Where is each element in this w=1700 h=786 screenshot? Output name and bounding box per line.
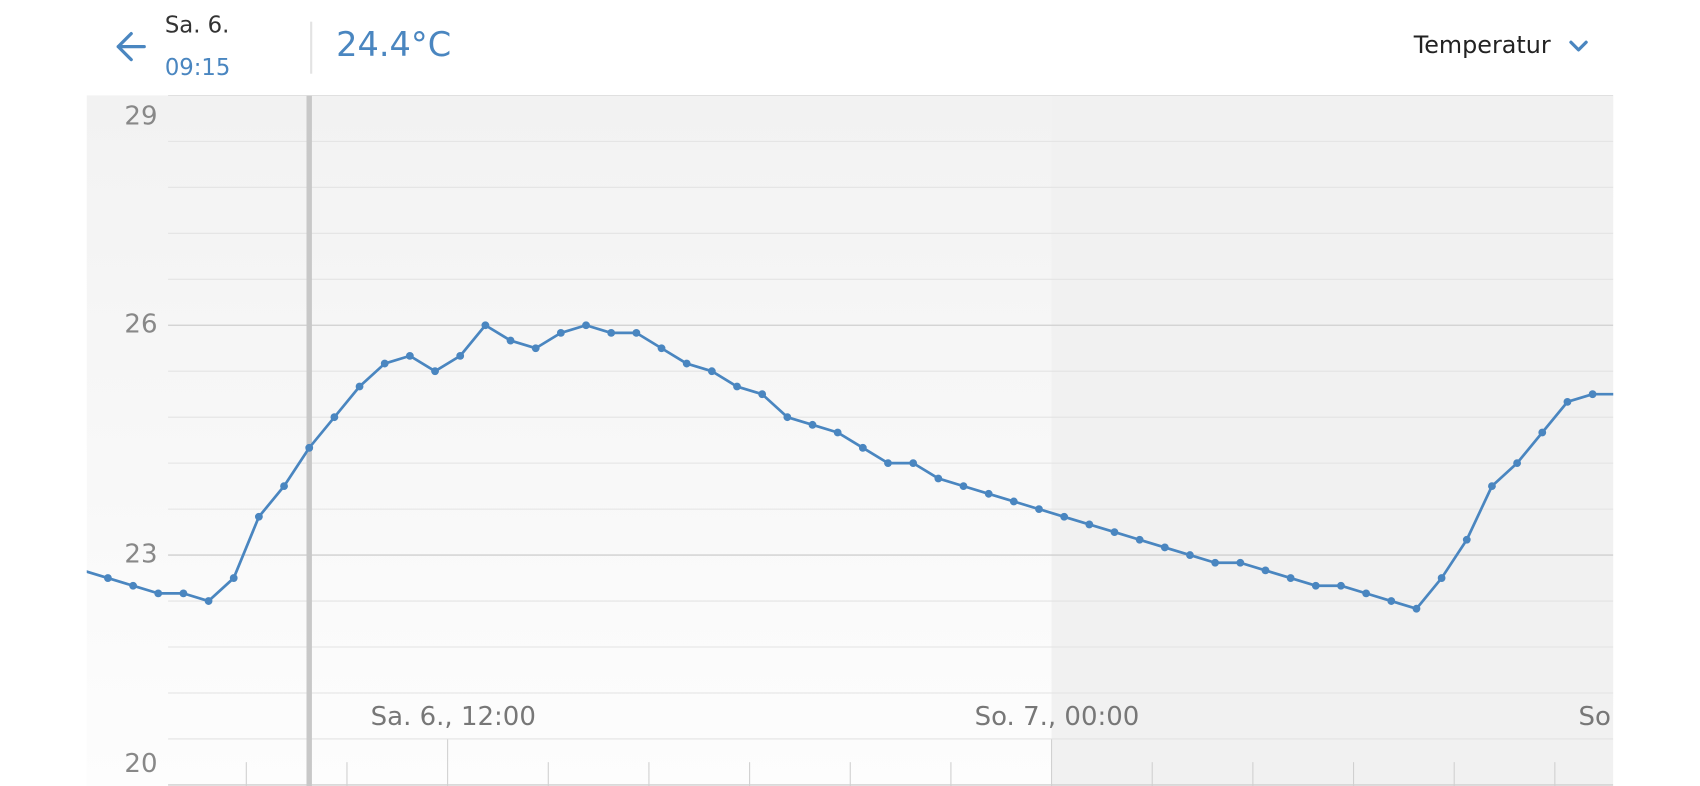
data-point xyxy=(1538,428,1547,437)
data-point xyxy=(959,482,968,491)
data-point xyxy=(305,443,314,452)
data-point xyxy=(632,328,641,337)
data-point xyxy=(607,328,616,337)
metric-selector[interactable]: Temperatur xyxy=(1413,31,1588,59)
night-shade xyxy=(1051,95,1614,786)
data-point xyxy=(1588,390,1597,399)
data-point xyxy=(1513,459,1522,468)
data-point xyxy=(355,382,364,391)
data-point xyxy=(733,382,741,391)
data-point xyxy=(1009,497,1018,506)
data-point xyxy=(657,344,666,353)
data-point xyxy=(79,566,87,574)
time: 09:15 xyxy=(165,55,231,81)
data-point xyxy=(1437,574,1446,582)
data-point xyxy=(1261,566,1270,575)
data-point xyxy=(1462,535,1471,544)
data-point xyxy=(1286,574,1295,582)
data-point xyxy=(783,413,792,422)
x-tick-label: Sa. 6., 12:00 xyxy=(371,702,536,732)
data-point xyxy=(1060,512,1069,521)
data-point xyxy=(254,512,263,521)
chevron xyxy=(1569,40,1588,52)
y-tick-label: 29 xyxy=(124,102,157,132)
data-point xyxy=(582,321,590,330)
data-point xyxy=(104,574,112,582)
data-point xyxy=(1387,597,1396,605)
data-point xyxy=(1160,543,1169,552)
data-point xyxy=(380,359,389,368)
data-point xyxy=(1412,604,1421,613)
data-point xyxy=(431,367,439,376)
data-point xyxy=(556,328,565,337)
data-point xyxy=(707,367,716,376)
data-point xyxy=(682,359,691,368)
back-button[interactable] xyxy=(116,31,146,62)
data-point xyxy=(1186,551,1194,559)
data-point xyxy=(1110,528,1119,536)
x-tick-label: So. 7., 00:00 xyxy=(975,702,1140,732)
data-point xyxy=(531,344,540,353)
y-tick-label: 26 xyxy=(124,310,157,340)
data-point xyxy=(1085,520,1094,529)
data-point xyxy=(1035,505,1043,514)
data-point xyxy=(984,489,993,498)
data-point xyxy=(884,459,892,468)
data-point xyxy=(330,413,339,422)
data-point xyxy=(204,597,213,605)
data-point xyxy=(1362,589,1371,598)
data-point xyxy=(1211,558,1220,567)
data-point xyxy=(1563,397,1572,406)
data-point xyxy=(758,390,767,399)
data-point xyxy=(481,321,490,330)
plot: Sa. 6., 12:00 So. 7., 00:00 So xyxy=(79,95,1622,786)
data-point xyxy=(405,351,414,360)
data-point xyxy=(1337,581,1345,590)
data-point xyxy=(179,589,188,598)
metric: Temperatur xyxy=(1413,31,1551,59)
data-point xyxy=(833,428,842,437)
data-point xyxy=(129,581,137,590)
y-tick-label: 20 xyxy=(124,749,157,779)
data-point xyxy=(1135,535,1144,544)
data-point xyxy=(506,336,515,345)
date: Sa. 6. xyxy=(165,13,230,39)
data-point xyxy=(456,351,465,360)
data-point xyxy=(280,482,288,491)
data-point xyxy=(154,589,163,598)
y-tick-label: 23 xyxy=(124,540,157,570)
data-point xyxy=(1488,482,1496,491)
data-point xyxy=(858,443,867,452)
reading: 24.4°C xyxy=(336,25,451,64)
temperature-line xyxy=(86,323,1614,611)
x-tick-label: So xyxy=(1579,702,1611,732)
data-point xyxy=(1311,581,1320,590)
data-point xyxy=(1614,390,1622,398)
data-point xyxy=(1236,558,1245,567)
back-arrow xyxy=(116,31,146,62)
data-point xyxy=(934,474,943,483)
data-point xyxy=(808,420,817,429)
data-point xyxy=(229,574,238,582)
data-point xyxy=(909,459,918,468)
